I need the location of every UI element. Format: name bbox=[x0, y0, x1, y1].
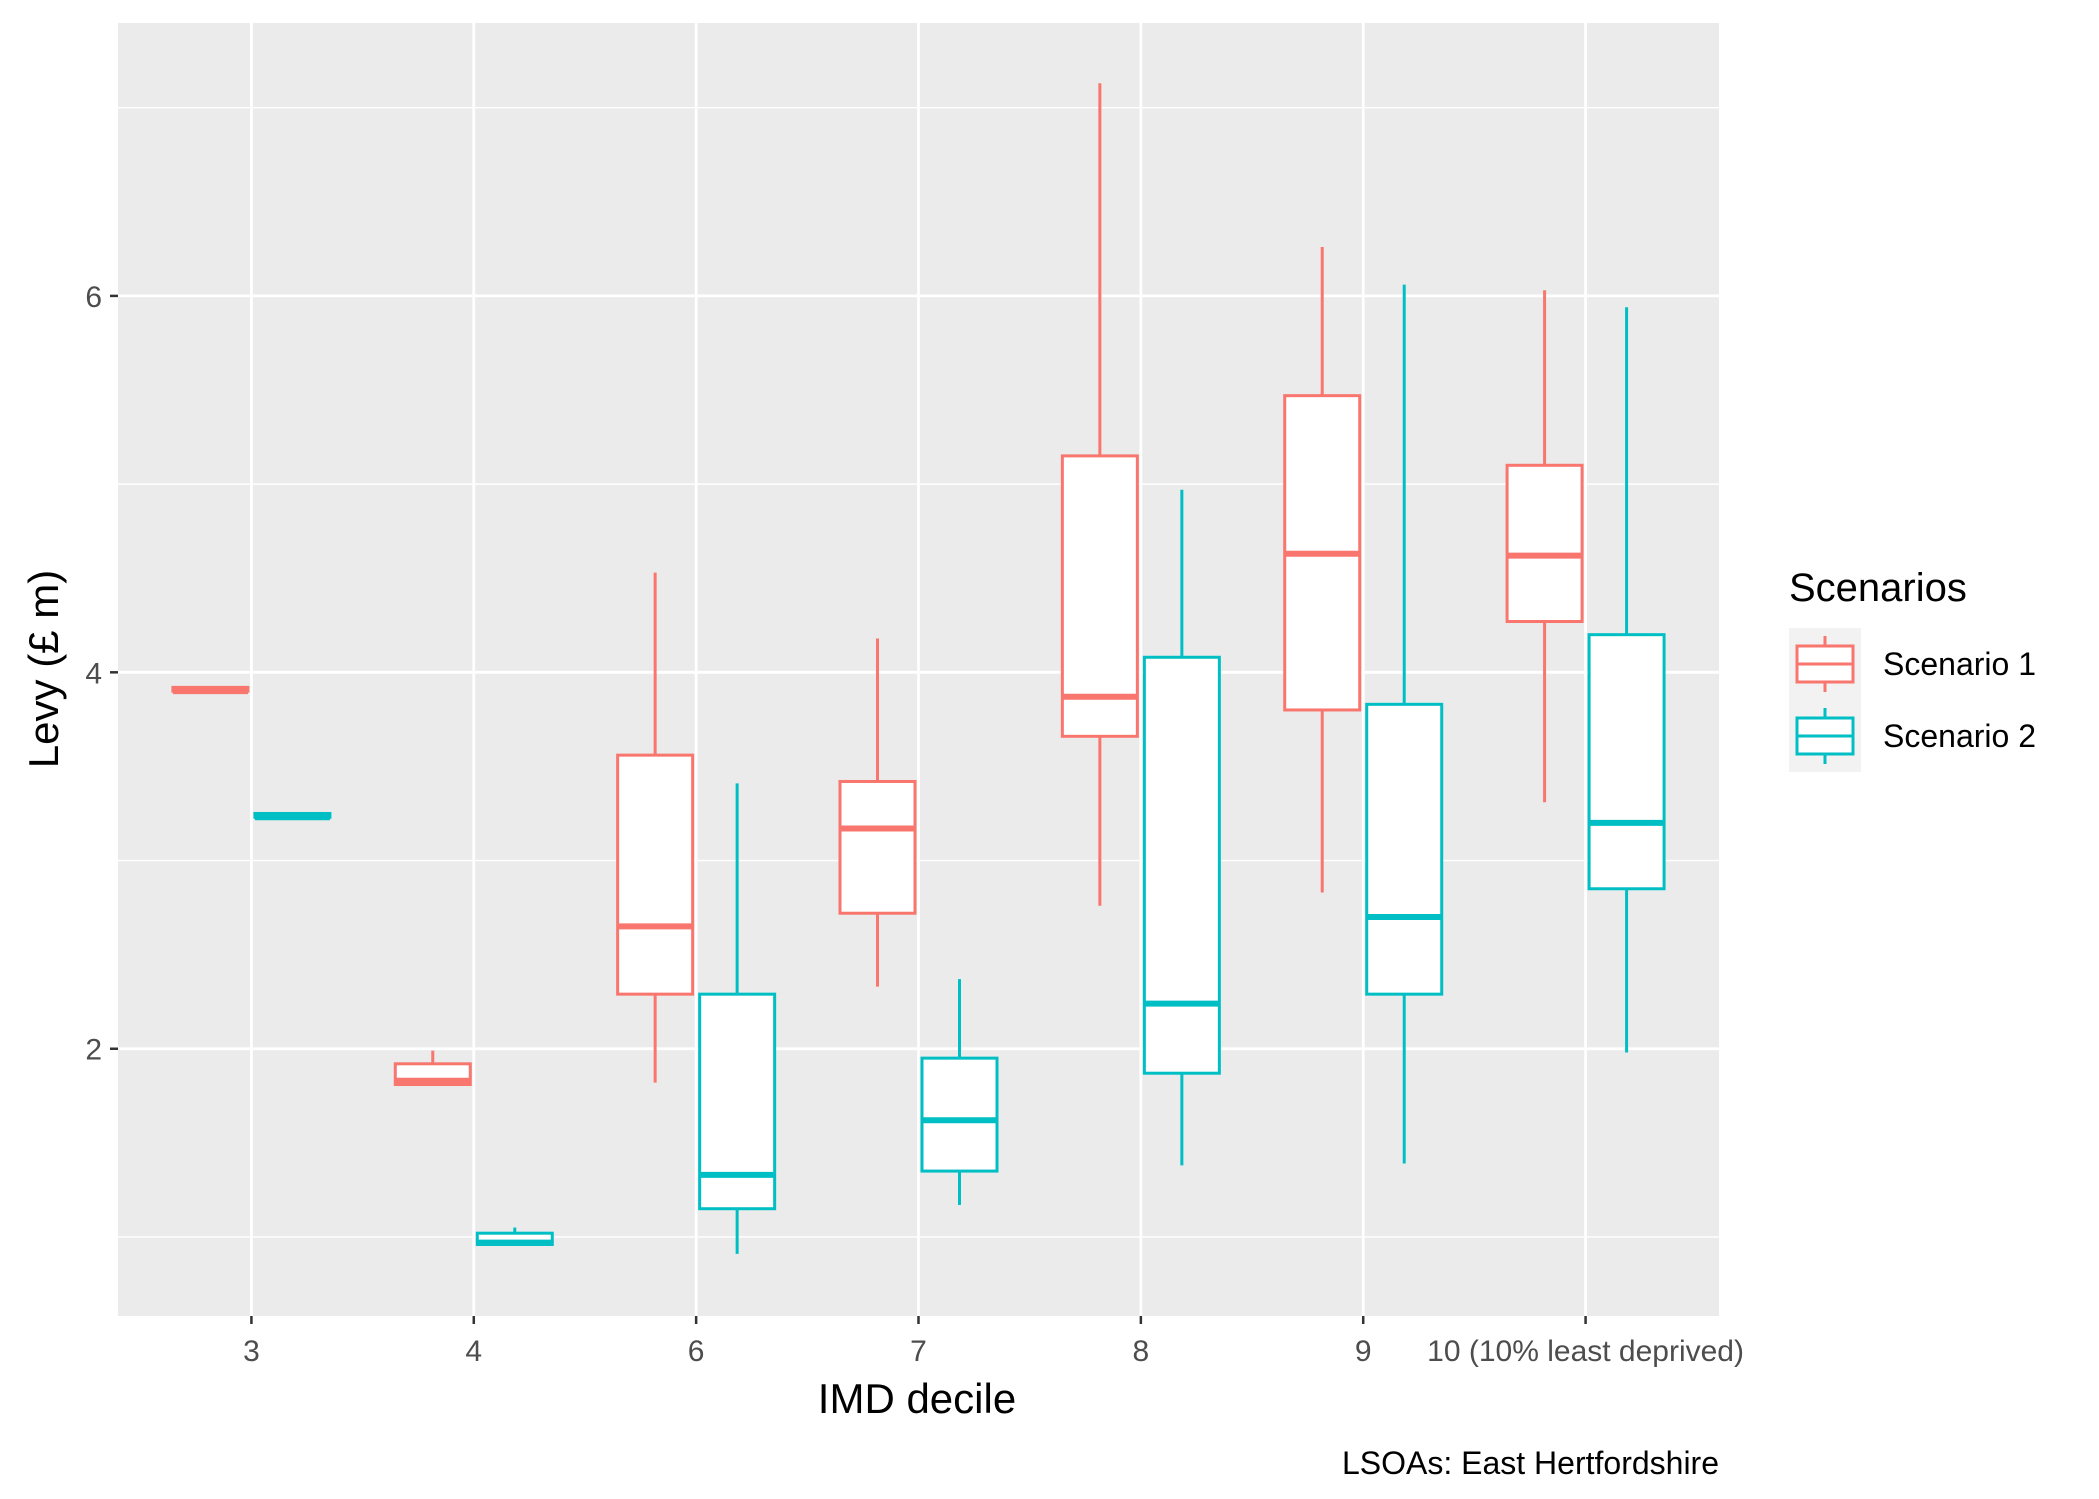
legend-label: Scenario 1 bbox=[1883, 646, 2036, 682]
x-axis: 3 4 6 7 8 9 10 (10% least deprived) bbox=[243, 1316, 1744, 1368]
box bbox=[1587, 633, 1666, 891]
box bbox=[838, 779, 917, 915]
box-group bbox=[616, 572, 695, 1083]
caption: LSOAs: East Hertfordshire bbox=[1342, 1445, 1719, 1481]
y-axis: 2 4 6 bbox=[85, 281, 118, 1067]
box bbox=[920, 1056, 999, 1173]
box-group bbox=[1060, 83, 1139, 906]
box-group bbox=[920, 979, 999, 1205]
x-tick-label: 8 bbox=[1133, 1335, 1150, 1368]
box-group bbox=[1365, 284, 1444, 1164]
box-group bbox=[838, 638, 917, 987]
box bbox=[1365, 702, 1444, 996]
x-tick-label: 7 bbox=[910, 1335, 927, 1368]
x-tick-label: 9 bbox=[1355, 1335, 1372, 1368]
box-group bbox=[698, 783, 777, 1254]
box-group bbox=[1505, 290, 1584, 803]
y-tick-label: 4 bbox=[85, 657, 102, 690]
legend-label: Scenario 2 bbox=[1883, 718, 2036, 754]
x-tick-label: 10 (10% least deprived) bbox=[1427, 1335, 1744, 1368]
legend-title: Scenarios bbox=[1789, 566, 1967, 610]
y-tick-label: 2 bbox=[85, 1034, 102, 1067]
boxes bbox=[171, 83, 1666, 1254]
x-axis-title: IMD decile bbox=[818, 1375, 1016, 1422]
box bbox=[1060, 454, 1139, 738]
box-group bbox=[475, 1227, 554, 1246]
box-group bbox=[1283, 246, 1362, 893]
box bbox=[1505, 463, 1584, 624]
box-group bbox=[171, 685, 250, 695]
box-group bbox=[1587, 307, 1666, 1053]
grid-major bbox=[118, 23, 1719, 1316]
legend-items: Scenario 1 Scenario 2 bbox=[1795, 636, 2036, 764]
y-tick-label: 6 bbox=[85, 281, 102, 314]
x-tick-label: 6 bbox=[688, 1335, 705, 1368]
box-group bbox=[253, 811, 332, 821]
legend: Scenarios Scenario 1 Scenario 2 bbox=[1789, 566, 2036, 772]
box-group bbox=[393, 1050, 472, 1087]
y-axis-title: Levy (£ m) bbox=[20, 570, 67, 768]
box-group bbox=[1142, 489, 1221, 1166]
x-tick-label: 4 bbox=[465, 1335, 482, 1368]
box bbox=[1142, 655, 1221, 1075]
x-tick-label: 3 bbox=[243, 1335, 260, 1368]
box bbox=[616, 753, 695, 996]
